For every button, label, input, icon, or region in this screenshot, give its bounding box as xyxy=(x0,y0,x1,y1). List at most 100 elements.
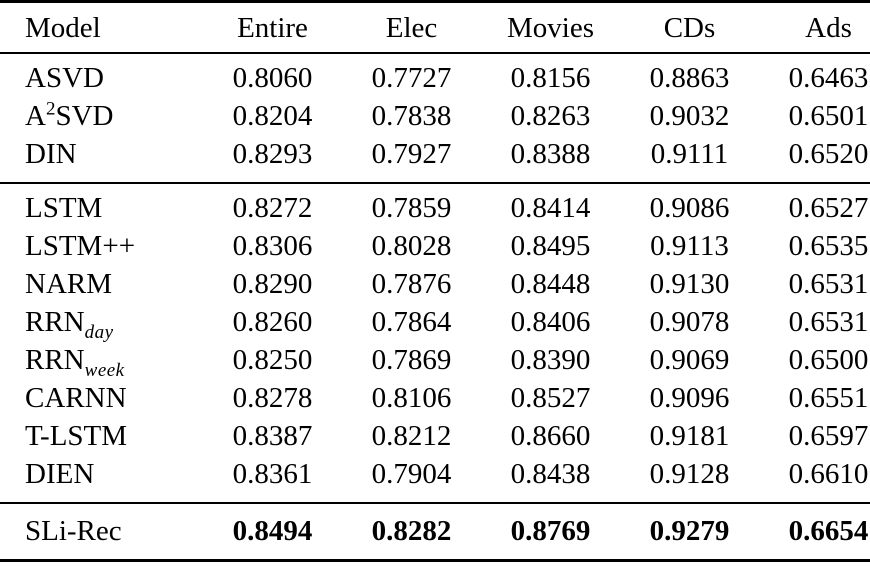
metric-value: 0.9279 xyxy=(620,503,759,562)
column-header-ads: Ads xyxy=(759,0,870,54)
model-name: NARM xyxy=(25,268,113,300)
metric-value: 0.8414 xyxy=(510,192,591,224)
metric-value: 0.8204 xyxy=(232,100,313,132)
metric-value: 0.6500 xyxy=(788,344,869,376)
metric-value: 0.6535 xyxy=(788,230,869,262)
column-header-model: Model xyxy=(0,0,203,54)
metric-value: 0.8028 xyxy=(371,230,452,262)
metric-value: 0.6531 xyxy=(788,306,869,338)
metric-value: 0.8660 xyxy=(510,420,591,452)
metric-value: 0.8361 xyxy=(203,455,342,504)
model-name: CARNN xyxy=(25,382,127,414)
metric-value: 0.9128 xyxy=(620,455,759,504)
metric-value: 0.8293 xyxy=(203,135,342,184)
metric-value: 0.6597 xyxy=(788,420,869,452)
metric-value: 0.7838 xyxy=(371,100,452,132)
table-row: DIEN 0.8361 0.7904 0.8438 0.9128 0.6610 xyxy=(0,455,870,504)
table-row: RRNweek 0.8250 0.7869 0.8390 0.9069 0.6500 xyxy=(0,341,870,381)
metric-value: 0.7859 xyxy=(371,192,452,224)
metric-value: 0.6610 xyxy=(759,455,870,504)
table-row: DIN 0.8293 0.7927 0.8388 0.9111 0.6520 xyxy=(0,135,870,184)
metric-value: 0.8290 xyxy=(232,268,313,300)
metric-value: 0.9130 xyxy=(649,268,730,300)
metric-value: 0.9032 xyxy=(649,100,730,132)
metric-value: 0.9069 xyxy=(649,344,730,376)
metric-value: 0.6520 xyxy=(759,135,870,184)
metric-value: 0.8156 xyxy=(510,62,591,94)
metric-value: 0.8448 xyxy=(510,268,591,300)
model-name: ASVD xyxy=(25,62,104,94)
metric-value: 0.8390 xyxy=(510,344,591,376)
table-group-3: SLi-Rec 0.8494 0.8282 0.8769 0.9279 0.6654 xyxy=(0,503,870,562)
model-name: LSTM xyxy=(25,192,103,224)
table-header: Model Entire Elec Movies CDs Ads xyxy=(0,0,870,54)
metric-value: 0.9086 xyxy=(649,192,730,224)
metric-value: 0.6463 xyxy=(788,62,869,94)
model-name: T-LSTM xyxy=(25,420,128,452)
model-name: A2SVD xyxy=(25,98,114,132)
metric-value: 0.8527 xyxy=(510,382,591,414)
model-name: DIEN xyxy=(0,455,203,504)
metric-value: 0.9111 xyxy=(620,135,759,184)
metric-value: 0.9113 xyxy=(650,230,729,262)
metric-value: 0.8438 xyxy=(481,455,620,504)
table-row: T-LSTM 0.8387 0.8212 0.8660 0.9181 0.6597 xyxy=(0,417,870,455)
table-row: A2SVD 0.8204 0.7838 0.8263 0.9032 0.6501 xyxy=(0,97,870,135)
metric-value: 0.7727 xyxy=(371,62,452,94)
model-name: SLi-Rec xyxy=(0,503,203,562)
metric-value: 0.9096 xyxy=(649,382,730,414)
model-name: DIN xyxy=(0,135,203,184)
metric-value: 0.8494 xyxy=(203,503,342,562)
metric-value: 0.7876 xyxy=(371,268,452,300)
metric-value: 0.8406 xyxy=(510,306,591,338)
metric-value: 0.8863 xyxy=(649,62,730,94)
metric-value: 0.8272 xyxy=(232,192,313,224)
table-row: LSTM++ 0.8306 0.8028 0.8495 0.9113 0.6535 xyxy=(0,227,870,265)
column-header-movies: Movies xyxy=(481,0,620,54)
metric-value: 0.9078 xyxy=(649,306,730,338)
metric-value: 0.8212 xyxy=(371,420,452,452)
model-name: RRNday xyxy=(25,306,114,343)
metric-value: 0.7869 xyxy=(371,344,452,376)
superscript: 2 xyxy=(45,98,56,120)
metric-value: 0.7904 xyxy=(342,455,481,504)
metric-value: 0.6527 xyxy=(788,192,869,224)
metric-value: 0.8769 xyxy=(481,503,620,562)
table-row: LSTM 0.8272 0.7859 0.8414 0.9086 0.6527 xyxy=(0,183,870,227)
table-row: NARM 0.8290 0.7876 0.8448 0.9130 0.6531 xyxy=(0,265,870,303)
metric-value: 0.8495 xyxy=(510,230,591,262)
metric-value: 0.7864 xyxy=(371,306,452,338)
subscript: week xyxy=(84,359,125,381)
column-header-entire: Entire xyxy=(203,0,342,54)
metric-value: 0.8263 xyxy=(510,100,591,132)
metric-value: 0.6551 xyxy=(788,382,869,414)
metric-value: 0.6501 xyxy=(788,100,869,132)
metric-value: 0.6531 xyxy=(788,268,869,300)
metric-value: 0.8278 xyxy=(232,382,313,414)
column-header-cds: CDs xyxy=(620,0,759,54)
header-row: Model Entire Elec Movies CDs Ads xyxy=(0,0,870,54)
table-row: ASVD 0.8060 0.7727 0.8156 0.8863 0.6463 xyxy=(0,53,870,97)
metric-value: 0.8260 xyxy=(232,306,313,338)
metric-value: 0.8282 xyxy=(342,503,481,562)
subscript: day xyxy=(84,321,114,343)
model-name: RRNweek xyxy=(25,344,125,381)
metric-value: 0.8388 xyxy=(481,135,620,184)
metric-value: 0.9181 xyxy=(649,420,730,452)
metric-value: 0.8250 xyxy=(232,344,313,376)
table-row: RRNday 0.8260 0.7864 0.8406 0.9078 0.6531 xyxy=(0,303,870,343)
table-group-2: LSTM 0.8272 0.7859 0.8414 0.9086 0.6527 LSTM++… xyxy=(0,183,870,504)
metric-value: 0.6654 xyxy=(759,503,870,562)
metric-value: 0.8306 xyxy=(232,230,313,262)
metric-value: 0.8060 xyxy=(232,62,313,94)
table-row: SLi-Rec 0.8494 0.8282 0.8769 0.9279 0.6654 xyxy=(0,503,870,562)
metric-value: 0.8106 xyxy=(371,382,452,414)
metric-value: 0.7927 xyxy=(342,135,481,184)
model-name: LSTM++ xyxy=(25,230,136,262)
table-row: CARNN 0.8278 0.8106 0.8527 0.9096 0.6551 xyxy=(0,379,870,417)
table-group-1: ASVD 0.8060 0.7727 0.8156 0.8863 0.6463 A2SVD 0… xyxy=(0,53,870,184)
column-header-elec: Elec xyxy=(342,0,481,54)
metric-value: 0.8387 xyxy=(232,420,313,452)
